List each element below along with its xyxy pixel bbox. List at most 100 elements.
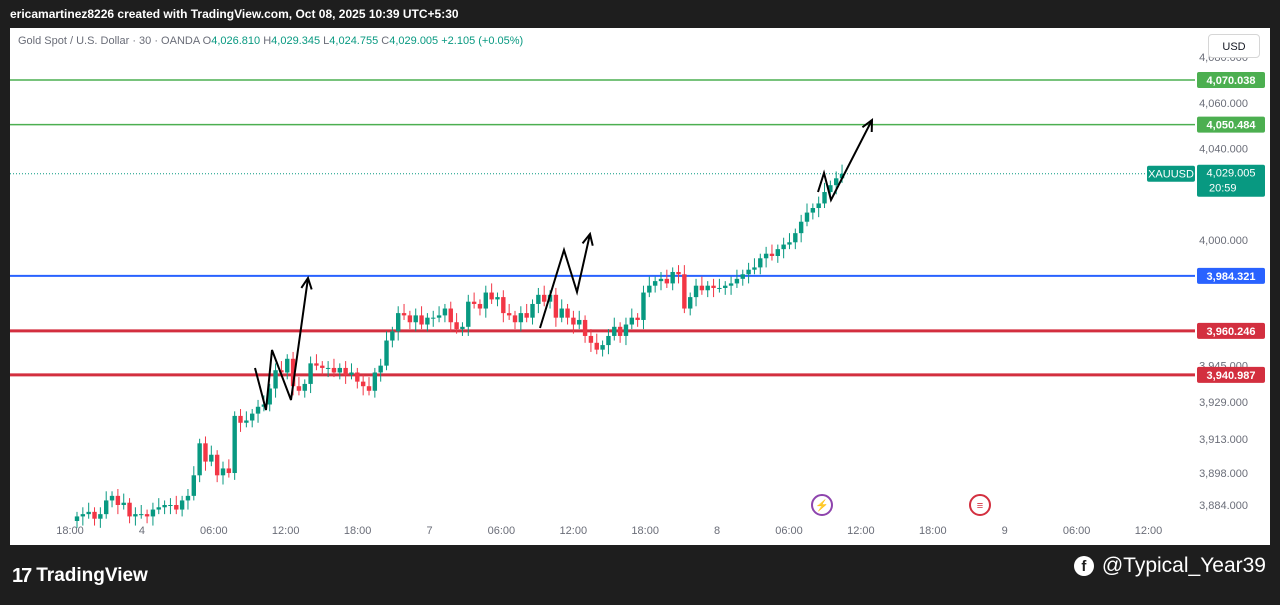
candle-body [185, 495, 191, 501]
candle-body [775, 249, 780, 256]
candle-body [127, 502, 132, 517]
author-handle: f @Typical_Year39 [1073, 552, 1266, 580]
candle-body [553, 294, 559, 318]
symbol-tag [1147, 165, 1195, 182]
candle-body [109, 495, 115, 501]
candle-body [670, 271, 675, 284]
candle-body [244, 420, 249, 423]
y-axis-tick-label: 4,000.000 [1199, 235, 1248, 247]
current-price-tag [1197, 164, 1265, 197]
level-price-tag [1197, 267, 1265, 284]
high-label: H [263, 35, 272, 47]
candle-body [320, 365, 325, 368]
candle-body [571, 317, 576, 325]
level-price-tag [1197, 116, 1265, 133]
candle-body [226, 468, 232, 474]
candle-body [559, 308, 564, 318]
candle-body [483, 292, 488, 309]
candle-body [384, 340, 389, 366]
candle-body [658, 278, 664, 282]
candle-body [489, 292, 494, 300]
projection-arrow-3-head [861, 117, 874, 133]
candle-body [302, 383, 307, 391]
change-value: +2.105 (+0.05%) [441, 35, 524, 47]
candle-body [436, 315, 442, 318]
candle-body [308, 363, 313, 384]
open-value: 4,026.810 [211, 35, 261, 47]
candle-body [723, 285, 728, 288]
candle-body [600, 345, 605, 350]
candle-body [279, 370, 284, 373]
candle-body [337, 367, 342, 373]
symbol-tag-label: XAUUSD [1148, 169, 1194, 181]
x-axis-tick-label: 7 [426, 525, 432, 537]
x-axis-tick-label: 12:00 [272, 525, 300, 537]
candle-body [401, 313, 407, 316]
candle-body [104, 500, 109, 515]
y-axis-tick-label: 3,913.000 [1199, 434, 1248, 446]
projection-arrow-1 [254, 277, 309, 411]
candle-body [162, 505, 167, 508]
candle-body [366, 386, 372, 391]
candle-body [214, 454, 220, 476]
candle-body [635, 317, 640, 320]
candle-body [156, 507, 161, 510]
candle-body [425, 317, 430, 325]
candle-body [746, 269, 751, 275]
candle-body [688, 297, 693, 309]
x-axis-tick-label: 06:00 [200, 525, 228, 537]
candle-body [115, 495, 121, 505]
x-axis-tick-label: 12:00 [847, 525, 875, 537]
symbol-description: Gold Spot / U.S. Dollar · 30 · OANDA [18, 35, 200, 47]
us-flag-icon-glyph: ≡ [977, 500, 983, 512]
candle-body [203, 443, 208, 462]
candle-body [325, 367, 331, 369]
us-flag-icon [969, 494, 991, 516]
tradingview-wordmark: TradingView [36, 565, 148, 586]
candle-body [74, 516, 80, 521]
level-price-tag-label: 3,960.246 [1207, 326, 1256, 338]
candle-body [577, 319, 582, 325]
x-axis-tick-label: 06:00 [488, 525, 516, 537]
candle-body [454, 322, 459, 330]
y-axis-tick-label: 3,884.000 [1199, 500, 1248, 512]
candle-body [442, 308, 448, 316]
candle-body [255, 406, 261, 414]
level-price-tag [1197, 322, 1265, 339]
x-axis-tick-label: 9 [1002, 525, 1008, 537]
candle-body [828, 185, 833, 193]
low-label: L [323, 35, 330, 47]
candle-body [296, 386, 302, 391]
candle-body [501, 297, 506, 314]
candle-body [536, 294, 541, 304]
candle-body [168, 505, 173, 506]
current-price-tag-label: 4,029.005 [1207, 168, 1256, 180]
projection-arrow-2 [539, 233, 591, 329]
candle-body [360, 381, 366, 387]
candle-body [209, 454, 214, 462]
candle-body [92, 511, 97, 519]
chart-caption: ericamartinez8226 created with TradingVi… [10, 7, 459, 21]
candle-body [267, 388, 272, 405]
low-value: 4,024.755 [329, 35, 379, 47]
candle-body [285, 358, 290, 373]
candle-body [804, 212, 810, 222]
candle-body [197, 443, 202, 476]
price-chart[interactable]: 3,884.000 3,898.000 3,913.000 3,929.000 3,94… [10, 28, 1270, 545]
tradingview-logo-mark: 17 [12, 564, 32, 587]
candle-body [191, 475, 196, 496]
candle-body [407, 315, 413, 323]
candle-body [834, 178, 839, 186]
countdown-label: 20:59 [1209, 183, 1237, 195]
candle-body [431, 317, 436, 319]
currency-button[interactable]: USD [1208, 34, 1260, 58]
candle-body [80, 514, 86, 517]
level-price-tag-label: 4,070.038 [1207, 75, 1256, 87]
candle-body [594, 342, 599, 350]
level-price-tag-label: 3,940.987 [1207, 370, 1256, 382]
candle-body [763, 253, 769, 259]
candle-body [174, 505, 179, 510]
chart-area[interactable]: 3,884.000 3,898.000 3,913.000 3,929.000 3,94… [10, 28, 1270, 545]
author-handle-text: @Typical_Year39 [1101, 554, 1266, 577]
candle-body [542, 294, 547, 302]
